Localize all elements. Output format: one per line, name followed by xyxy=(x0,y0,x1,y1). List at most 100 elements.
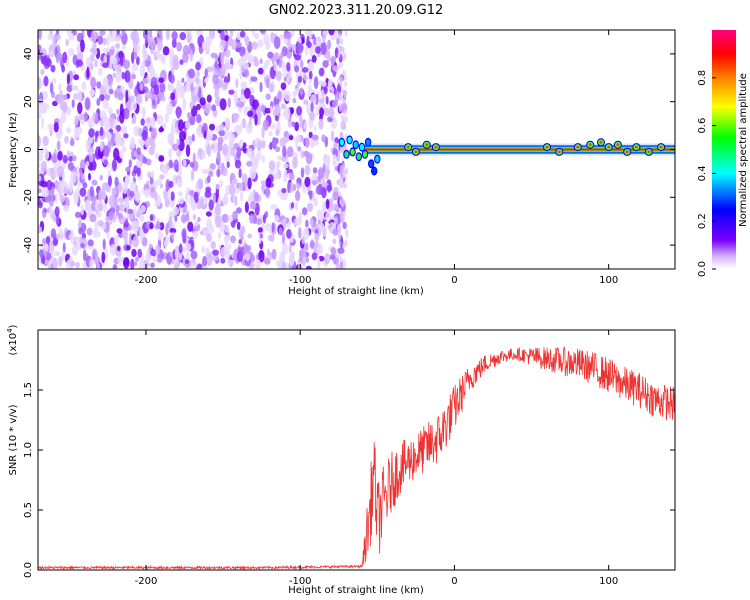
noise-blob xyxy=(313,76,319,90)
noise-blob xyxy=(283,107,291,121)
noise-blob xyxy=(202,255,208,268)
noise-blob xyxy=(170,191,175,202)
noise-blob xyxy=(164,112,169,123)
noise-blob xyxy=(336,37,340,45)
noise-blob xyxy=(162,46,170,56)
noise-blob xyxy=(332,203,340,212)
noise-blob xyxy=(168,180,174,188)
noise-blob xyxy=(313,36,317,46)
noise-blob xyxy=(333,141,338,149)
noise-blob xyxy=(109,243,117,256)
noise-blob xyxy=(316,243,324,255)
noise-blob xyxy=(99,126,104,137)
noise-blob xyxy=(283,130,289,139)
noise-blob xyxy=(338,207,342,214)
noise-blob xyxy=(159,222,165,231)
noise-blob xyxy=(150,262,155,268)
noise-blob xyxy=(40,117,45,130)
noise-blob xyxy=(257,67,264,75)
noise-blob xyxy=(227,97,231,109)
noise-blob xyxy=(270,204,278,211)
noise-blob xyxy=(327,39,332,50)
noise-blob xyxy=(181,228,187,240)
noise-blob xyxy=(305,265,312,269)
noise-blob xyxy=(233,113,240,119)
snr-scale-prefix: (x10 xyxy=(8,333,19,356)
noise-blob xyxy=(244,87,251,99)
noise-blob xyxy=(239,123,244,131)
noise-blob xyxy=(61,182,69,195)
noise-blob xyxy=(123,59,131,70)
noise-blob xyxy=(264,59,269,70)
noise-blob xyxy=(96,81,102,89)
noise-blob xyxy=(322,30,328,37)
noise-blob xyxy=(317,218,321,226)
noise-blob xyxy=(102,76,109,90)
noise-blob xyxy=(298,226,302,239)
onset-blob xyxy=(372,167,377,175)
noise-blob xyxy=(231,133,236,143)
noise-blob xyxy=(217,136,224,145)
noise-blob xyxy=(236,207,242,214)
noise-blob xyxy=(117,197,125,203)
noise-blob xyxy=(39,48,47,57)
noise-blob xyxy=(121,229,128,239)
colorbar-tick-label: 0.8 xyxy=(697,70,708,86)
noise-blob xyxy=(112,158,117,172)
noise-blob xyxy=(291,121,296,127)
noise-blob xyxy=(51,154,58,164)
noise-blob xyxy=(186,112,192,119)
noise-blob xyxy=(341,258,347,269)
noise-blob xyxy=(108,195,115,208)
snr-ytick-label: 1.5 xyxy=(23,382,34,398)
noise-blob xyxy=(79,236,83,244)
noise-blob xyxy=(97,220,104,227)
noise-blob xyxy=(305,152,313,165)
noise-blob xyxy=(74,115,79,124)
noise-blob xyxy=(301,67,309,73)
noise-blob xyxy=(216,142,223,152)
noise-blob xyxy=(54,206,60,218)
snr-panel: -200 -100 0 100 0.0 0.5 1.0 1.5 Height of strai… xyxy=(6,324,676,596)
noise-blob xyxy=(341,88,345,95)
colorbar-tick-label: 0.0 xyxy=(697,261,708,277)
noise-blob xyxy=(344,239,348,246)
noise-blob xyxy=(334,216,339,225)
noise-blob xyxy=(174,263,178,269)
noise-blob xyxy=(270,123,276,130)
noise-blob xyxy=(113,128,118,135)
noise-blob xyxy=(68,234,73,240)
noise-blob xyxy=(255,152,262,161)
snr-line xyxy=(38,346,675,570)
noise-blob xyxy=(249,201,257,210)
noise-blob xyxy=(239,46,246,57)
noise-blob xyxy=(317,257,321,269)
noise-blob xyxy=(228,183,236,196)
noise-blob xyxy=(224,35,230,41)
noise-blob xyxy=(189,101,194,110)
noise-blob xyxy=(318,67,325,77)
noise-blob xyxy=(137,138,143,144)
noise-blob xyxy=(100,191,107,201)
snr-scale-suffix: ) xyxy=(8,324,19,328)
noise-blob xyxy=(269,141,273,150)
noise-blob xyxy=(228,89,235,95)
noise-blob xyxy=(292,90,297,98)
noise-blob xyxy=(112,119,117,129)
noise-blob xyxy=(140,118,145,126)
noise-blob xyxy=(130,180,137,194)
noise-blob xyxy=(53,250,61,256)
noise-blob xyxy=(306,35,310,47)
noise-blob xyxy=(47,123,55,131)
noise-blob xyxy=(280,51,284,58)
svg-text:(x104): (x104) xyxy=(6,324,19,355)
noise-blob xyxy=(39,80,44,88)
noise-blob xyxy=(117,212,123,220)
noise-blob xyxy=(219,180,224,188)
noise-blob xyxy=(60,110,67,124)
spectrogram-ytick-label: 40 xyxy=(23,48,34,61)
noise-blob xyxy=(131,30,139,42)
noise-blob xyxy=(96,211,102,218)
noise-blob xyxy=(40,160,48,172)
noise-blob xyxy=(296,178,302,184)
